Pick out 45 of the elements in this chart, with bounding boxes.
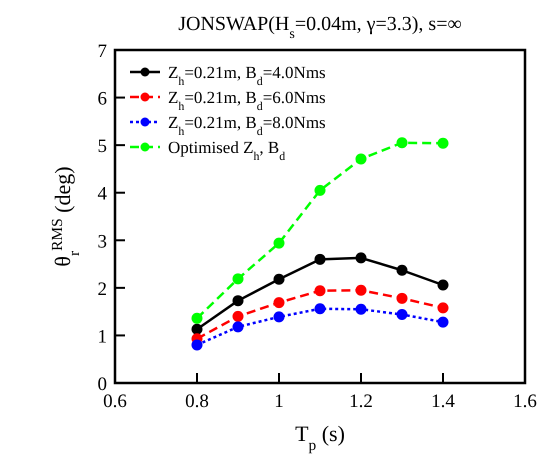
point: [438, 302, 448, 314]
point: [438, 280, 448, 291]
point: [232, 295, 244, 306]
legend-label: Optimised Z$_{h}$, B$_{d}$: [168, 138, 286, 163]
point: [396, 308, 408, 320]
point: [396, 137, 408, 148]
legend-label: Z$_{h}$=0.21m, B$_{d}$=4.0Nms: [168, 63, 326, 88]
x-tick-label: 1.4: [431, 391, 456, 412]
point: [192, 312, 202, 324]
point: [356, 252, 366, 264]
y-tick-label: 7: [98, 41, 107, 62]
point: [396, 264, 408, 276]
y-tick-label: 6: [98, 88, 107, 110]
x-tick-label: 0.8: [185, 391, 209, 412]
point: [438, 138, 448, 149]
point: [232, 321, 244, 332]
point: [274, 238, 284, 249]
point: [274, 311, 284, 322]
point: [314, 254, 326, 265]
y-tick-label: 2: [98, 278, 107, 300]
y-tick-label: 5: [98, 136, 107, 158]
legend-label: Z$_{h}$=0.21m, B$_{d}$=8.0Nms: [168, 113, 326, 138]
point: [396, 292, 408, 304]
y-tick-label: 3: [98, 231, 107, 252]
point: [232, 310, 244, 322]
x-axis-title: T$_{p}$ (s): [295, 421, 345, 454]
point: [438, 316, 448, 328]
legend-label: Z$_{h}$=0.21m, B$_{d}$=6.0Nms: [168, 88, 326, 113]
point: [314, 303, 326, 314]
point: [274, 274, 284, 285]
point: [356, 284, 366, 296]
x-tick-label: 1.2: [349, 391, 373, 412]
point: [314, 285, 326, 296]
point: [192, 324, 202, 335]
y-tick-label: 1: [98, 326, 107, 348]
point: [356, 304, 366, 315]
point: [192, 339, 202, 350]
y-tick-label: 4: [98, 184, 108, 205]
x-tick-label: 1.6: [513, 391, 537, 412]
point: [314, 184, 326, 196]
x-tick-label: 1: [274, 391, 284, 412]
point: [274, 297, 284, 308]
point: [232, 273, 244, 284]
chart-title: JONSWAP(H$_{s}$=0.04m, γ=3.3), s=∞: [178, 13, 462, 42]
point: [356, 153, 366, 164]
